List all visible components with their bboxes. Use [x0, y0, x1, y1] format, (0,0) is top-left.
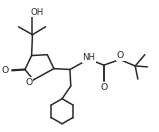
Text: O: O: [117, 51, 124, 60]
Text: O: O: [25, 77, 33, 86]
Text: O: O: [2, 65, 9, 74]
Text: OH: OH: [31, 8, 44, 17]
Text: O: O: [100, 83, 107, 92]
Text: NH: NH: [83, 53, 96, 62]
